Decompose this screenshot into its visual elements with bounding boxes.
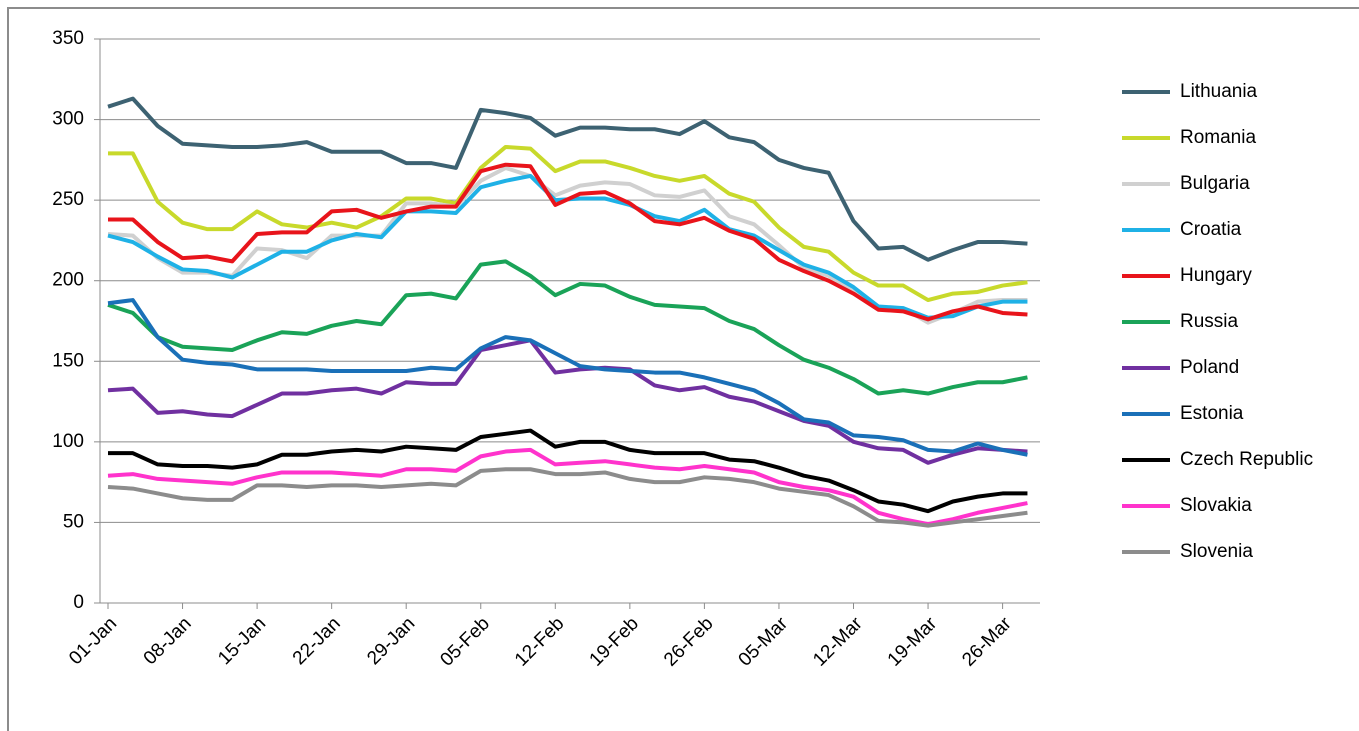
y-tick-label: 350 [52, 28, 84, 49]
legend-label: Lithuania [1180, 81, 1258, 102]
series-line [107, 259, 1028, 396]
series-line [107, 467, 1028, 528]
y-tick-label: 250 [52, 189, 84, 210]
series-line [107, 447, 1028, 527]
series-line [107, 298, 1028, 457]
y-tick-label: 50 [63, 511, 84, 532]
y-tick-label: 0 [73, 592, 84, 613]
series-line [107, 338, 1028, 465]
legend-label: Romania [1180, 127, 1256, 148]
series-line [108, 162, 1028, 322]
legend-label: Poland [1180, 357, 1239, 378]
legend-label: Estonia [1180, 403, 1244, 424]
legend-label: Russia [1180, 311, 1239, 332]
legend-label: Bulgaria [1180, 173, 1250, 194]
y-tick-label: 150 [52, 350, 84, 371]
y-tick-label: 200 [52, 270, 84, 291]
legend-label: Hungary [1180, 265, 1252, 286]
legend-label: Czech Republic [1180, 449, 1313, 470]
legend-label: Slovakia [1180, 495, 1252, 516]
legend-label: Slovenia [1180, 541, 1253, 562]
y-tick-label: 300 [52, 109, 84, 130]
legend-label: Croatia [1180, 219, 1242, 240]
series-line [108, 428, 1028, 514]
series-line [107, 96, 1028, 262]
y-tick-label: 100 [52, 431, 84, 452]
series-line [108, 144, 1028, 303]
